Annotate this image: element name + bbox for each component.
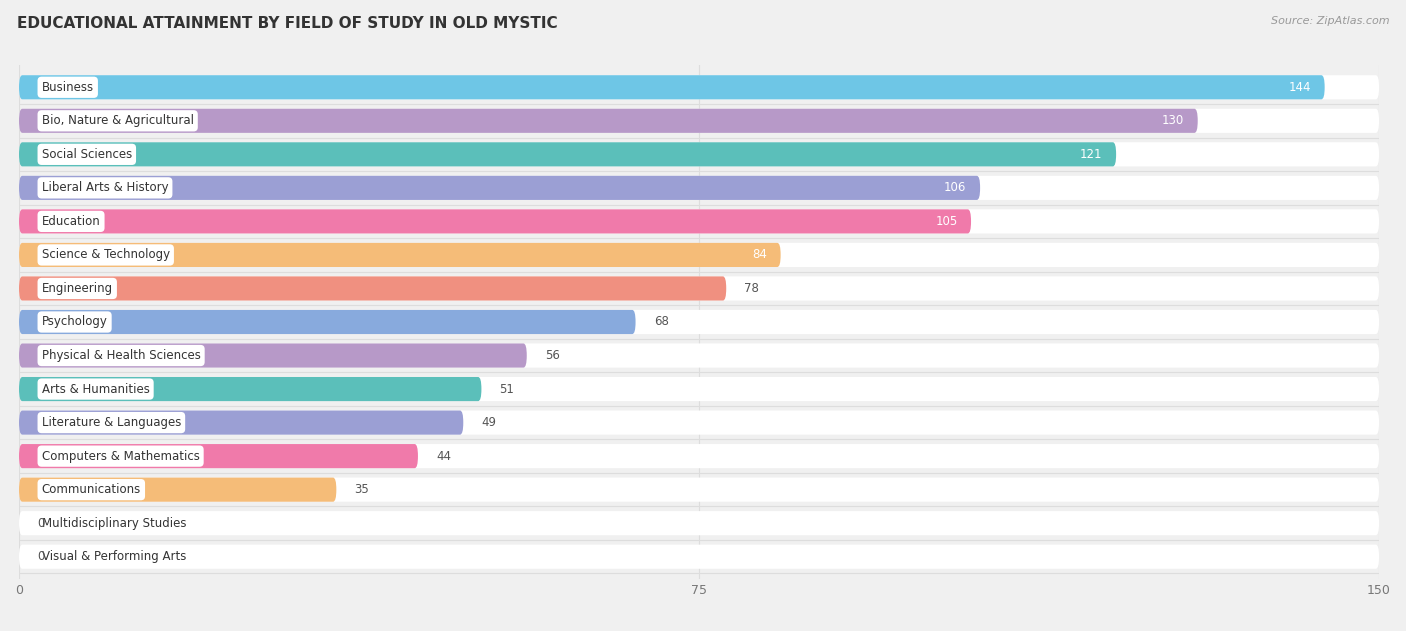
- FancyBboxPatch shape: [20, 209, 1379, 233]
- FancyBboxPatch shape: [20, 310, 1379, 334]
- FancyBboxPatch shape: [20, 75, 1379, 99]
- Text: Source: ZipAtlas.com: Source: ZipAtlas.com: [1271, 16, 1389, 26]
- FancyBboxPatch shape: [20, 276, 1379, 300]
- Text: 44: 44: [436, 450, 451, 463]
- FancyBboxPatch shape: [20, 478, 336, 502]
- FancyBboxPatch shape: [20, 176, 980, 200]
- Text: Liberal Arts & History: Liberal Arts & History: [42, 181, 169, 194]
- FancyBboxPatch shape: [20, 411, 1379, 435]
- Text: Communications: Communications: [42, 483, 141, 496]
- FancyBboxPatch shape: [20, 243, 780, 267]
- Text: 84: 84: [752, 249, 768, 261]
- Text: Business: Business: [42, 81, 94, 94]
- Text: Social Sciences: Social Sciences: [42, 148, 132, 161]
- Text: 0: 0: [37, 517, 45, 529]
- Text: 56: 56: [546, 349, 560, 362]
- FancyBboxPatch shape: [20, 511, 1379, 535]
- Text: Multidisciplinary Studies: Multidisciplinary Studies: [42, 517, 186, 529]
- FancyBboxPatch shape: [20, 310, 636, 334]
- FancyBboxPatch shape: [20, 75, 1324, 99]
- Text: 144: 144: [1288, 81, 1310, 94]
- FancyBboxPatch shape: [20, 243, 1379, 267]
- Text: 68: 68: [654, 316, 669, 329]
- FancyBboxPatch shape: [20, 142, 1379, 167]
- FancyBboxPatch shape: [20, 478, 1379, 502]
- FancyBboxPatch shape: [20, 343, 1379, 368]
- Text: Literature & Languages: Literature & Languages: [42, 416, 181, 429]
- Text: 0: 0: [37, 550, 45, 563]
- FancyBboxPatch shape: [20, 377, 1379, 401]
- FancyBboxPatch shape: [20, 109, 1198, 133]
- FancyBboxPatch shape: [20, 276, 727, 300]
- Text: 49: 49: [481, 416, 496, 429]
- Text: 35: 35: [354, 483, 370, 496]
- Text: 105: 105: [935, 215, 957, 228]
- Text: Psychology: Psychology: [42, 316, 107, 329]
- FancyBboxPatch shape: [20, 444, 418, 468]
- FancyBboxPatch shape: [20, 411, 464, 435]
- Text: 106: 106: [945, 181, 966, 194]
- Text: Physical & Health Sciences: Physical & Health Sciences: [42, 349, 201, 362]
- Text: Education: Education: [42, 215, 100, 228]
- FancyBboxPatch shape: [20, 209, 972, 233]
- Text: 51: 51: [499, 382, 515, 396]
- FancyBboxPatch shape: [20, 142, 1116, 167]
- Text: Arts & Humanities: Arts & Humanities: [42, 382, 149, 396]
- FancyBboxPatch shape: [20, 377, 481, 401]
- Text: Computers & Mathematics: Computers & Mathematics: [42, 450, 200, 463]
- FancyBboxPatch shape: [20, 444, 1379, 468]
- Text: Engineering: Engineering: [42, 282, 112, 295]
- FancyBboxPatch shape: [20, 176, 1379, 200]
- FancyBboxPatch shape: [20, 545, 1379, 569]
- Text: EDUCATIONAL ATTAINMENT BY FIELD OF STUDY IN OLD MYSTIC: EDUCATIONAL ATTAINMENT BY FIELD OF STUDY…: [17, 16, 558, 31]
- Text: 78: 78: [744, 282, 759, 295]
- Text: 130: 130: [1161, 114, 1184, 127]
- Text: Visual & Performing Arts: Visual & Performing Arts: [42, 550, 186, 563]
- Text: Bio, Nature & Agricultural: Bio, Nature & Agricultural: [42, 114, 194, 127]
- Text: Science & Technology: Science & Technology: [42, 249, 170, 261]
- Text: 121: 121: [1080, 148, 1102, 161]
- FancyBboxPatch shape: [20, 109, 1379, 133]
- FancyBboxPatch shape: [20, 343, 527, 368]
